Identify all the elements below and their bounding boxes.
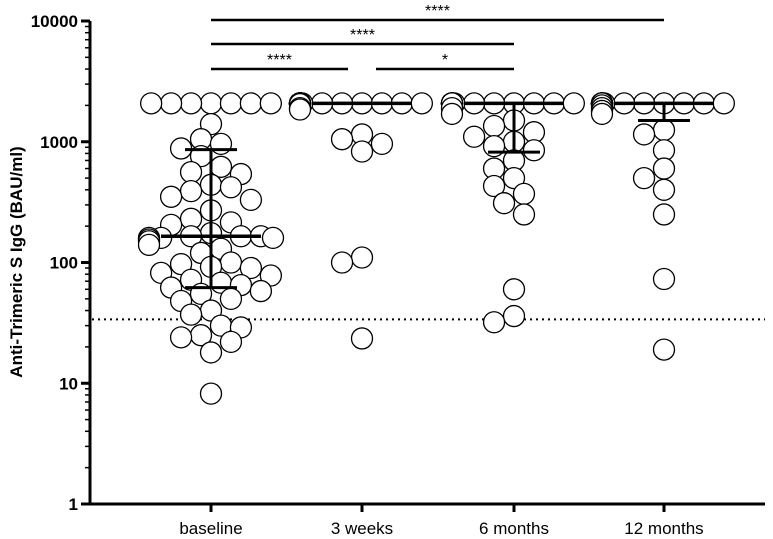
significance-label: **** bbox=[267, 52, 292, 69]
data-point bbox=[239, 256, 263, 280]
data-point bbox=[259, 92, 283, 115]
data-point bbox=[712, 92, 735, 115]
y-tick-label: 10 bbox=[59, 374, 78, 393]
y-tick-label: 1000 bbox=[40, 133, 78, 152]
axes bbox=[81, 19, 765, 512]
data-point bbox=[482, 174, 506, 198]
data-point bbox=[330, 251, 354, 274]
data-points bbox=[137, 92, 735, 405]
y-tick-label: 100 bbox=[50, 254, 78, 273]
data-point bbox=[137, 233, 161, 257]
data-point bbox=[259, 264, 283, 287]
y-tick-labels: 1 10 100 1000 10000 bbox=[31, 12, 78, 514]
data-point bbox=[652, 157, 676, 180]
data-point bbox=[219, 330, 243, 354]
data-point bbox=[199, 341, 223, 364]
significance-label: **** bbox=[350, 27, 375, 44]
significance-label: **** bbox=[425, 3, 450, 20]
x-tick-label: 12 months bbox=[624, 519, 703, 538]
data-point bbox=[492, 192, 516, 215]
data-point bbox=[482, 114, 506, 138]
data-point bbox=[169, 326, 193, 349]
data-point bbox=[239, 188, 263, 212]
data-point bbox=[632, 123, 656, 146]
data-point bbox=[179, 161, 203, 184]
data-point bbox=[652, 203, 676, 226]
data-point bbox=[350, 246, 374, 269]
x-tick-label: 3 weeks bbox=[331, 519, 393, 538]
data-point bbox=[440, 102, 464, 126]
data-point bbox=[370, 132, 394, 156]
data-point bbox=[219, 287, 243, 310]
data-point bbox=[139, 92, 163, 115]
data-point bbox=[502, 304, 526, 328]
median-iqr-bars bbox=[161, 101, 714, 290]
data-point bbox=[219, 251, 243, 274]
x-tick-label: 6 months bbox=[479, 519, 549, 538]
data-point bbox=[512, 182, 536, 206]
data-point bbox=[199, 382, 223, 405]
x-tick-label: baseline bbox=[179, 519, 242, 538]
data-point bbox=[179, 92, 203, 115]
data-point bbox=[482, 311, 506, 334]
y-tick-label: 10000 bbox=[31, 12, 78, 31]
significance-brackets: ************ * bbox=[211, 3, 664, 71]
data-point bbox=[652, 338, 676, 361]
data-point bbox=[179, 303, 203, 326]
data-point bbox=[159, 185, 183, 208]
data-point bbox=[219, 92, 243, 115]
data-point bbox=[502, 166, 526, 190]
data-point bbox=[512, 203, 536, 226]
data-point bbox=[330, 128, 354, 151]
data-point bbox=[410, 92, 434, 115]
data-point bbox=[590, 102, 614, 126]
category-labels: baseline 3 weeks 6 months 12 months bbox=[179, 519, 703, 538]
data-point bbox=[209, 132, 233, 156]
data-point bbox=[179, 179, 203, 203]
data-point bbox=[261, 226, 285, 250]
significance-label: * bbox=[442, 52, 448, 69]
data-point bbox=[199, 92, 223, 115]
data-point bbox=[502, 278, 526, 301]
data-point bbox=[522, 139, 546, 162]
data-point bbox=[239, 92, 263, 115]
data-point bbox=[350, 327, 374, 350]
data-point bbox=[562, 92, 585, 115]
data-point bbox=[288, 98, 312, 121]
data-point bbox=[249, 279, 273, 303]
data-point bbox=[652, 178, 676, 201]
y-axis-title: Anti-Trimeric S IgG (BAU/ml) bbox=[7, 146, 26, 377]
y-tick-label: 1 bbox=[69, 495, 78, 514]
data-point bbox=[219, 176, 243, 199]
data-point bbox=[462, 125, 486, 148]
data-point bbox=[652, 118, 676, 142]
data-point bbox=[169, 252, 193, 276]
data-point bbox=[159, 92, 183, 115]
data-point bbox=[632, 166, 656, 190]
data-point bbox=[652, 267, 676, 291]
data-point bbox=[350, 140, 374, 163]
